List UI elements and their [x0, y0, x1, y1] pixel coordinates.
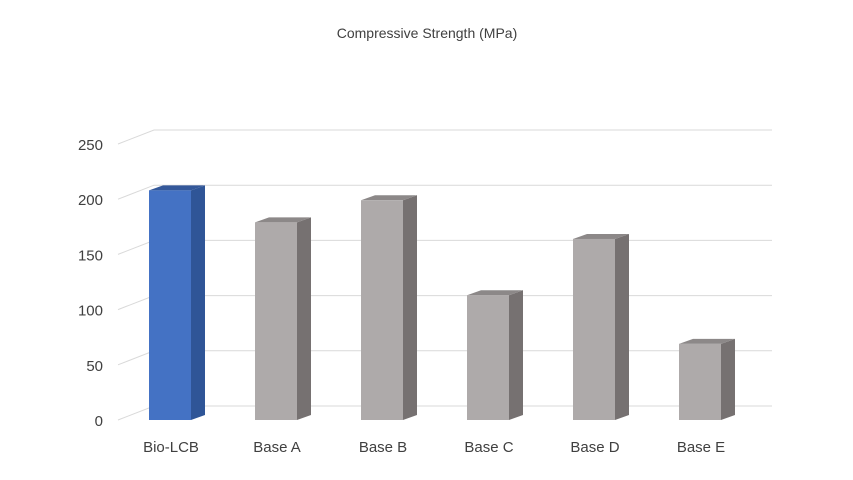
x-category-label: Base B [359, 439, 407, 456]
bar-base-d [573, 233, 629, 420]
bar-top-face [467, 290, 523, 296]
x-category-label: Base D [570, 439, 619, 456]
chart-title: Compressive Strength (MPa) [337, 25, 518, 41]
gridline [117, 129, 772, 145]
bar-top-face [255, 217, 311, 223]
x-category-label: Base E [677, 439, 725, 456]
bar-front-face [573, 238, 615, 420]
x-axis-categories: Bio-LCB Base A Base B Base C Base D Base E [143, 439, 725, 456]
y-tick-label: 150 [78, 247, 103, 264]
bar-side-face [615, 233, 629, 420]
gridlines [117, 129, 772, 421]
bar-top-face [679, 338, 735, 344]
bar-side-face [297, 217, 311, 420]
x-category-label: Base A [253, 439, 301, 456]
x-category-label: Bio-LCB [143, 439, 199, 456]
bar-top-face [149, 185, 205, 191]
bar-front-face [255, 222, 297, 420]
bar-side-face [191, 185, 205, 420]
bar-bio-lcb [149, 185, 205, 420]
bar-front-face [467, 295, 509, 420]
gridline [117, 350, 772, 366]
bar-front-face [149, 190, 191, 420]
bar-top-face [573, 233, 629, 239]
y-tick-label: 250 [78, 137, 103, 154]
y-tick-label: 100 [78, 303, 103, 320]
bar-base-a [255, 217, 311, 420]
y-tick-label: 200 [78, 192, 103, 209]
y-axis-ticks: 0 50 100 150 200 250 [78, 137, 103, 430]
bar-base-e [679, 338, 735, 420]
gridline [117, 405, 772, 421]
y-tick-label: 50 [86, 358, 103, 375]
gridline [117, 295, 772, 311]
bars [149, 185, 735, 420]
bar-side-face [403, 195, 417, 420]
gridline [117, 184, 772, 200]
bar-top-face [361, 195, 417, 201]
x-category-label: Base C [464, 439, 513, 456]
y-tick-label: 0 [95, 413, 103, 430]
bar-front-face [679, 343, 721, 420]
bar-front-face [361, 200, 403, 420]
bar-side-face [721, 338, 735, 420]
bar-base-c [467, 290, 523, 420]
bar-base-b [361, 195, 417, 420]
gridline [117, 239, 772, 255]
bar-side-face [509, 290, 523, 420]
